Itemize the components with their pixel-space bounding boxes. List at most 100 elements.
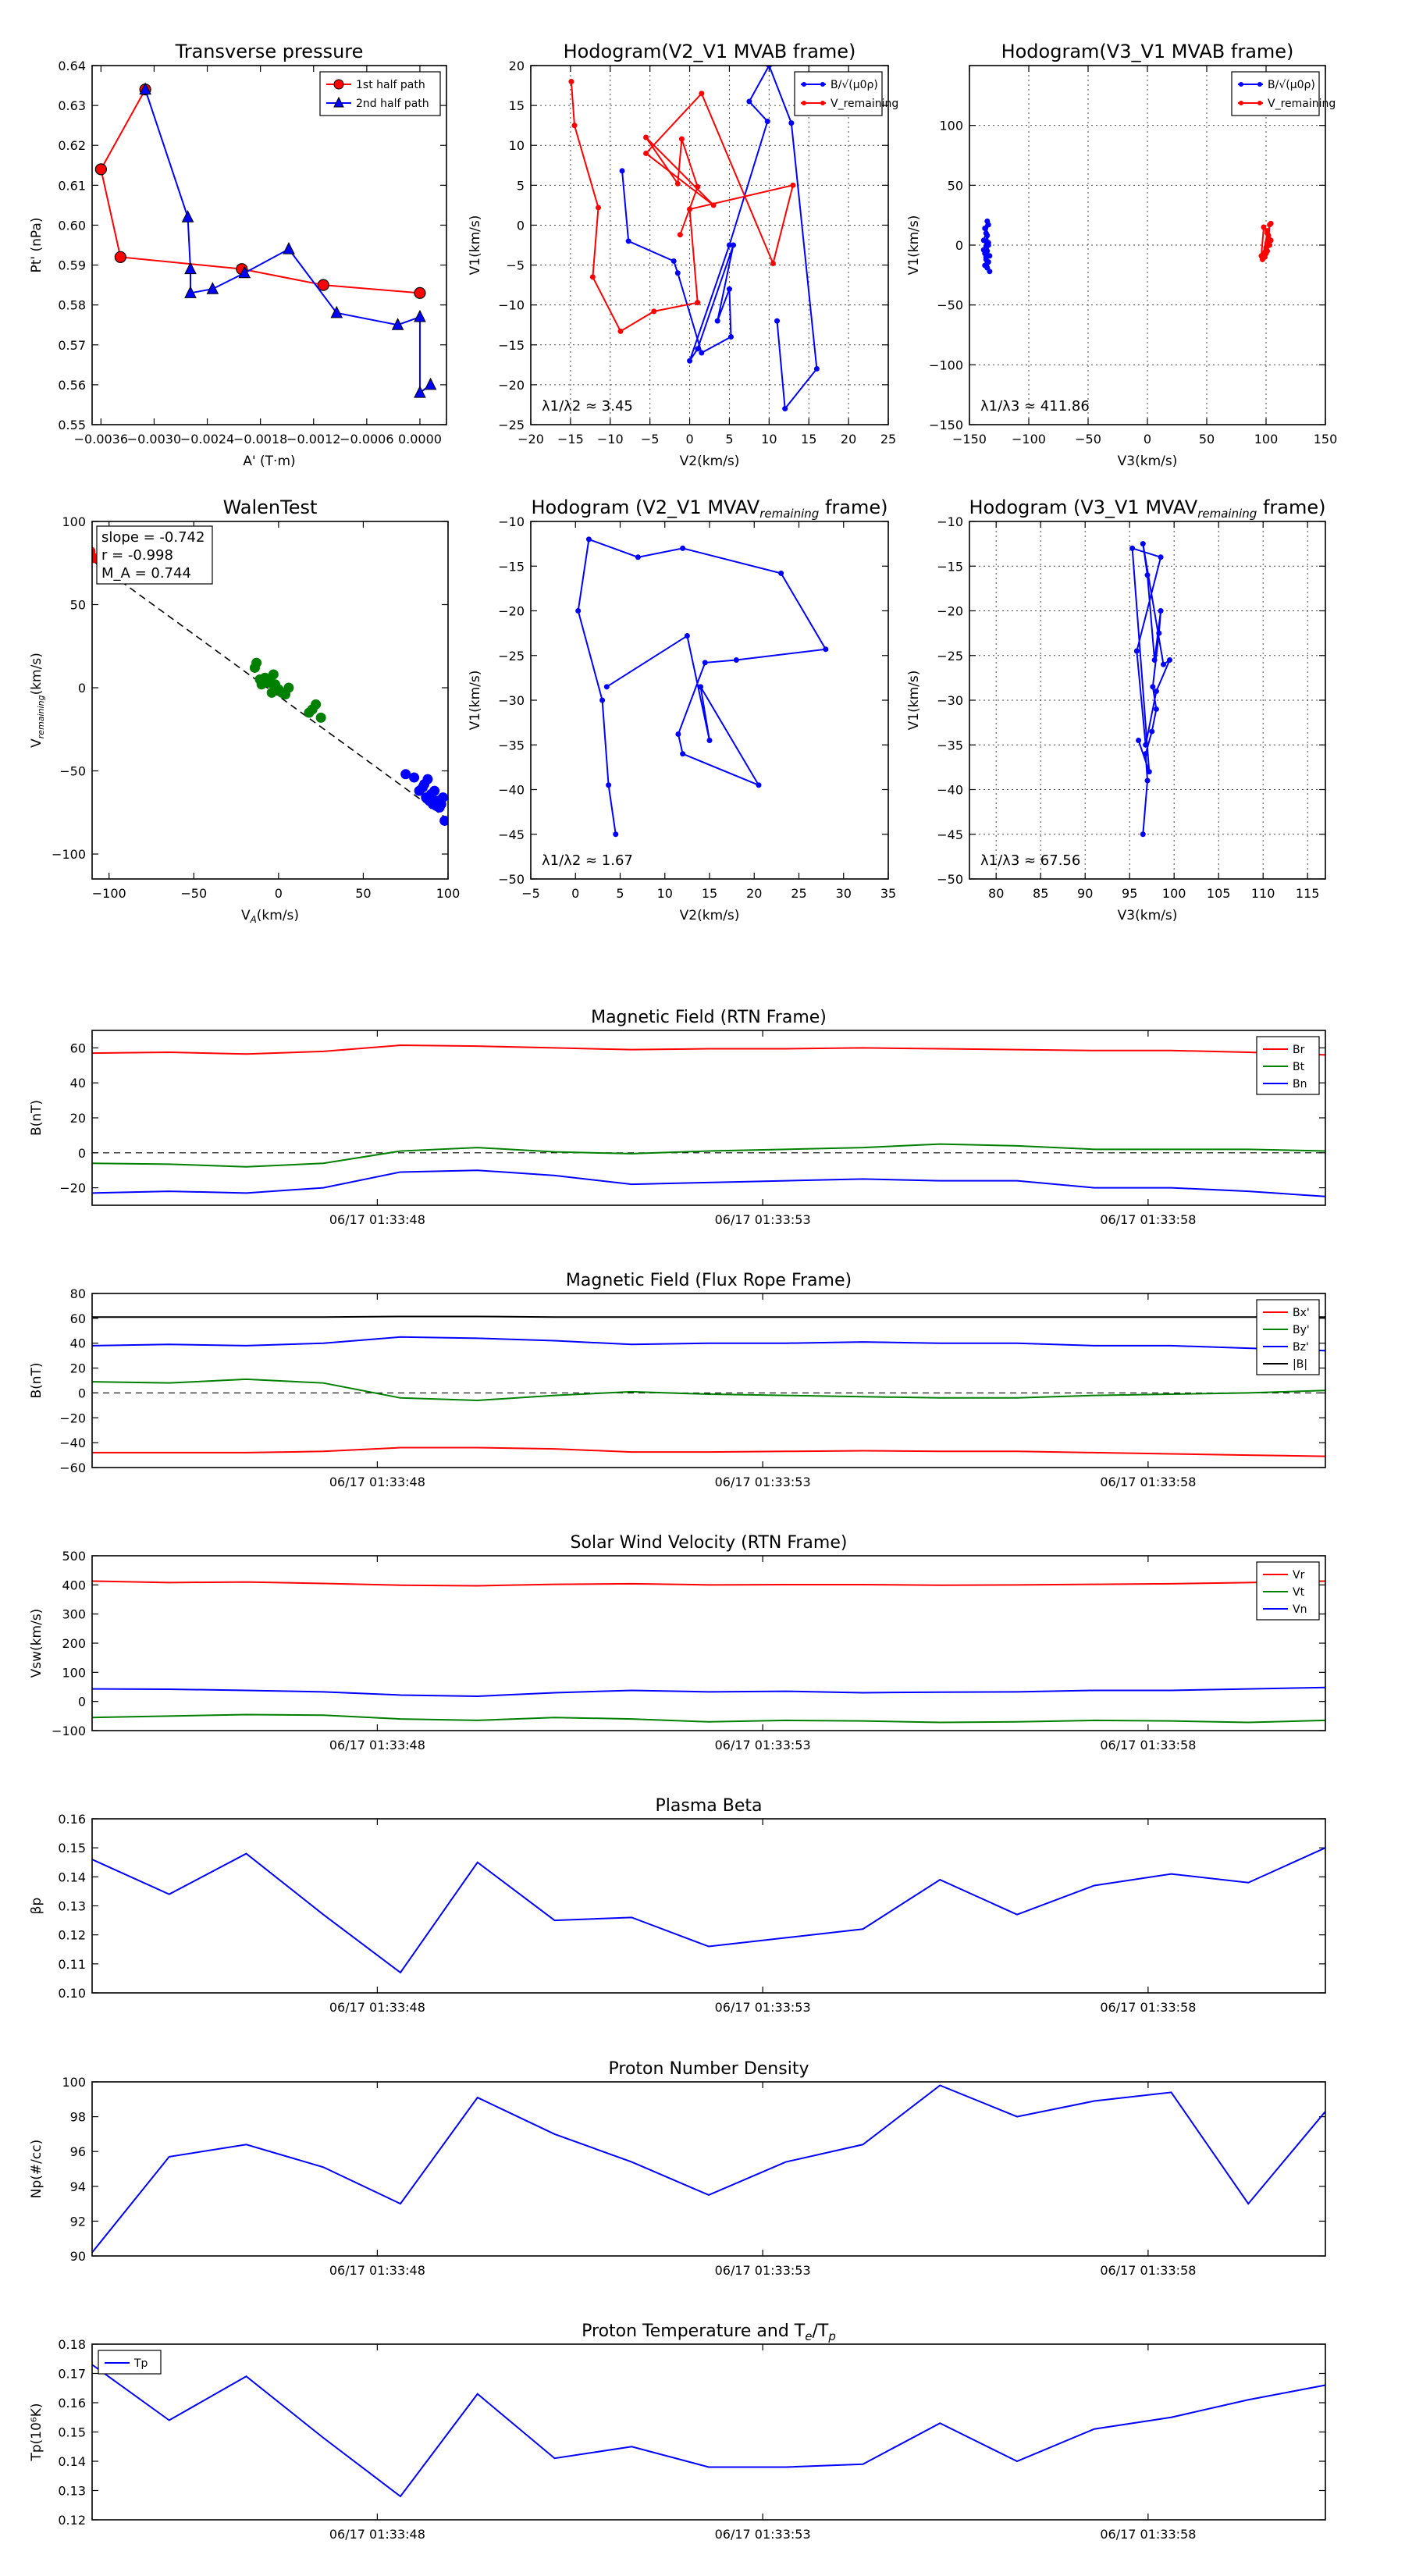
x-tick-label: 06/17 01:33:58	[1100, 2263, 1196, 2278]
x-tick-label: 15	[702, 886, 717, 901]
series-b-0--point	[699, 350, 705, 356]
series-br-line	[92, 1044, 1325, 1056]
legend-label: Bz'	[1293, 1341, 1309, 1354]
y-axis-label: B(nT)	[29, 1100, 44, 1136]
series-b-0--point	[695, 346, 701, 352]
x-tick-label: 06/17 01:33:48	[329, 2527, 425, 2542]
y-tick-label: −10	[498, 298, 525, 313]
chart-title: Proton Temperature and Te/Tp	[582, 2322, 836, 2343]
chart-title: WalenTest	[223, 496, 318, 518]
series-track-point	[1150, 684, 1156, 690]
series-b-0--point	[980, 247, 987, 253]
series-2nd-half-path-point	[424, 377, 437, 390]
y-tick-label: 0.55	[58, 418, 86, 432]
axes-frame	[91, 1293, 1326, 1468]
x-tick-label: 06/17 01:33:48	[329, 2000, 425, 2015]
axes-frame	[91, 2081, 1326, 2257]
series-group-right-point	[419, 779, 430, 790]
series-b-0--point	[983, 254, 989, 260]
series-track-point	[606, 782, 612, 788]
y-tick-label: −35	[937, 738, 963, 753]
y-tick-label: −15	[498, 559, 525, 574]
x-tick-label: 10	[657, 886, 673, 901]
series-v-remaining-point	[596, 205, 602, 211]
series--b--line	[92, 1315, 1325, 1318]
x-tick-label: −0.0012	[286, 432, 340, 447]
series-tp-line	[92, 2364, 1325, 2498]
legend-label: Tp	[133, 2357, 148, 2370]
series-group-middle-point	[251, 657, 262, 668]
y-axis-label: V1(km/s)	[468, 215, 483, 276]
series-track-point	[1129, 545, 1136, 551]
series-v-remaining-point	[677, 232, 683, 238]
x-tick-label: 06/17 01:33:53	[715, 2527, 811, 2542]
y-tick-label: 100	[62, 2075, 86, 2090]
series-v-remaining-point	[695, 300, 701, 306]
series-track-point	[1156, 630, 1162, 636]
y-tick-label: 200	[62, 1636, 86, 1651]
y-tick-label: 0.18	[58, 2337, 86, 2352]
series-2nd-half-path-point	[330, 305, 343, 318]
y-tick-label: 40	[70, 1076, 86, 1091]
chart-tp_temp: Proton Temperature and Te/Tp 0.12 0.13 0.14…	[29, 2322, 1326, 2542]
y-tick-label: −20	[937, 604, 963, 619]
y-tick-label: 300	[62, 1607, 86, 1622]
y-tick-label: 0.56	[58, 378, 86, 393]
y-tick-label: 0.16	[58, 1812, 86, 1827]
series-b-0--point	[987, 269, 993, 275]
y-tick-label: 0.15	[58, 2425, 86, 2440]
chart-title: Solar Wind Velocity (RTN Frame)	[571, 1533, 848, 1553]
chart-mag_fr: Magnetic Field (Flux Rope Frame) −60 −40 −2…	[29, 1271, 1326, 1489]
y-tick-label: 0.12	[58, 1928, 86, 1943]
stats-line: M_A = 0.744	[101, 565, 191, 582]
series-2nd-half-path-point	[238, 265, 251, 279]
x-tick-label: 06/17 01:33:53	[715, 1738, 811, 1752]
x-tick-label: 100	[1162, 886, 1186, 901]
y-tick-label: −100	[52, 1724, 86, 1738]
series-2nd-half-path-point	[139, 82, 151, 95]
series-track-point	[1167, 656, 1172, 663]
chart-title: Hodogram (V3_V1 MVAVremaining frame)	[969, 496, 1326, 521]
y-tick-label: −150	[929, 418, 963, 432]
x-tick-label: 35	[880, 886, 896, 901]
legend-marker	[1239, 101, 1243, 105]
x-axis-label: V2(km/s)	[680, 454, 740, 469]
y-tick-label: 15	[509, 98, 525, 113]
y-tick-label: 0.59	[58, 258, 86, 273]
chart-title: Hodogram (V2_V1 MVAVremaining frame)	[532, 496, 888, 521]
legend: B/√(μ0ρ) V_remaining	[794, 71, 898, 116]
axes-frame	[91, 2343, 1326, 2521]
x-tick-label: −150	[952, 432, 987, 447]
series-group-middle-point	[268, 669, 279, 680]
y-tick-label: 500	[62, 1549, 86, 1564]
legend-label: 2nd half path	[356, 98, 429, 110]
series-b-0--point	[726, 286, 732, 292]
series-b-0--point	[670, 258, 677, 264]
legend-label: By'	[1293, 1324, 1310, 1336]
series-v-remaining-point	[643, 150, 649, 156]
series-track-point	[1149, 728, 1155, 735]
series-track-point	[1146, 769, 1152, 775]
legend-label: Bn	[1293, 1078, 1307, 1091]
stats-box	[96, 525, 213, 585]
legend: Bx' By' Bz' |B|	[1256, 1299, 1320, 1375]
x-tick-label: 06/17 01:33:58	[1100, 1212, 1196, 1227]
y-tick-label: 0.13	[58, 2484, 86, 2499]
x-tick-label: 100	[1254, 432, 1279, 447]
series-b-0--point	[764, 119, 770, 125]
series-b-0--point	[774, 318, 781, 324]
y-tick-label: −50	[937, 298, 963, 313]
legend-label: B/√(μ0ρ)	[831, 79, 878, 91]
series-track-point	[1158, 554, 1164, 560]
series-track-point	[756, 782, 762, 788]
y-tick-label: 20	[509, 59, 525, 73]
legend-marker	[802, 101, 806, 105]
x-tick-label: 06/17 01:33:48	[329, 2263, 425, 2278]
chart-vel: Solar Wind Velocity (RTN Frame) −100 0 100 2…	[29, 1533, 1326, 1752]
legend-label: Br	[1293, 1044, 1305, 1056]
series-by--line	[92, 1378, 1325, 1401]
x-axis-label: VA(km/s)	[241, 908, 299, 925]
series-v-remaining-point	[1263, 244, 1269, 251]
series-track-point	[1133, 648, 1140, 654]
x-tick-label: −5	[521, 886, 540, 901]
